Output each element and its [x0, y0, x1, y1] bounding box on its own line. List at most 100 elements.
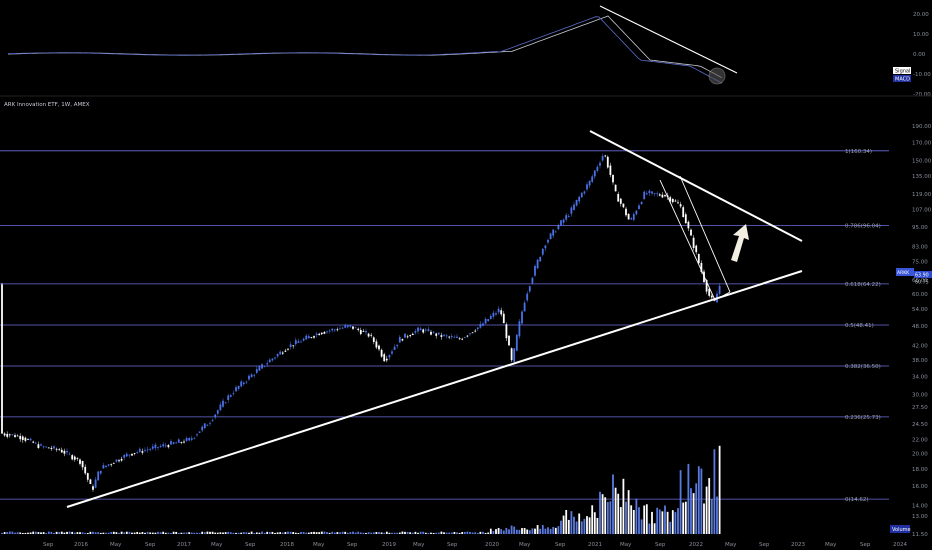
volume-bar — [138, 532, 141, 534]
volume-bar — [523, 527, 526, 534]
candle-body — [227, 395, 230, 400]
candle-body — [567, 216, 570, 217]
candle-body — [248, 375, 250, 380]
volume-bar — [497, 527, 500, 534]
volume-bar — [81, 532, 84, 534]
price-tick-label: 22.00 — [912, 438, 928, 444]
candle-body — [528, 286, 531, 292]
candle-body — [588, 180, 591, 186]
price-tick-label: 54.00 — [912, 307, 928, 313]
candle-body — [544, 245, 547, 249]
volume-bar — [315, 532, 318, 534]
price-tick-label: 119.00 — [912, 192, 932, 198]
candle-body — [599, 162, 601, 166]
volume-bar — [240, 532, 243, 534]
candle-body — [661, 194, 664, 198]
candle-body — [713, 300, 716, 301]
price-tick-label: 95.00 — [912, 225, 928, 231]
volume-bar — [391, 532, 393, 534]
candle-body — [430, 331, 432, 335]
candle-body — [287, 348, 289, 350]
volume-bar — [690, 488, 692, 534]
volume-bar — [445, 532, 448, 534]
candle-body — [86, 473, 89, 480]
volume-bar — [107, 532, 110, 534]
candle-body — [526, 293, 529, 301]
candle-body — [157, 447, 159, 449]
candle-body — [536, 259, 539, 269]
volume-bar — [435, 532, 438, 534]
volume-bar — [437, 532, 440, 534]
candle-body — [313, 336, 315, 338]
volume-bar — [305, 532, 308, 534]
time-tick-label: Sep — [245, 542, 256, 548]
volume-bar — [170, 532, 172, 534]
macd-legend-label: MACD — [895, 77, 910, 83]
candle-body — [300, 341, 302, 343]
fib-label: 0.5(48.41) — [845, 323, 874, 329]
volume-bar — [253, 532, 256, 534]
signal-legend-label: Signal — [895, 69, 910, 75]
candle-body — [396, 344, 399, 347]
volume-bar — [414, 531, 417, 534]
volume-bar — [638, 507, 640, 534]
volume-bar — [372, 532, 375, 534]
candle-body — [375, 341, 378, 348]
volume-bar — [619, 507, 622, 534]
candle-body — [349, 324, 352, 327]
volume-bar — [354, 532, 357, 534]
volume-bar — [508, 529, 510, 534]
candle-body — [141, 451, 144, 453]
candle-body — [601, 156, 604, 161]
volume-legend: Volume — [890, 525, 911, 533]
candle-body — [453, 336, 456, 338]
price-tick-label: 24.50 — [912, 422, 928, 428]
volume-legend-label: Volume — [892, 527, 911, 533]
candle-body — [492, 312, 495, 317]
time-tick-label: May — [313, 542, 325, 548]
volume-bar — [430, 532, 432, 534]
candle-body — [245, 381, 248, 383]
volume-bar — [289, 531, 292, 534]
candle-body — [115, 459, 118, 462]
volume-bar — [630, 505, 633, 534]
candle-body — [261, 364, 263, 369]
candle-body — [177, 439, 180, 443]
volume-bar — [396, 532, 399, 534]
candle-body — [562, 219, 565, 223]
candle-body — [274, 357, 276, 359]
candle-body — [635, 210, 638, 215]
volume-bar — [66, 531, 68, 534]
volume-bar — [404, 531, 406, 534]
ticker-label: ARKK — [897, 270, 910, 276]
ticker-badge — [896, 268, 914, 276]
volume-bar — [123, 532, 126, 534]
volume-bar — [718, 445, 721, 534]
prev-price: 60.75 — [915, 280, 929, 286]
candle-body — [534, 265, 536, 276]
time-tick-label: Sep — [43, 542, 54, 548]
candle-body — [385, 358, 388, 361]
time-tick-label: 2021 — [588, 542, 602, 548]
volume-bar — [307, 532, 310, 534]
volume-bar — [84, 532, 87, 534]
candle-body — [112, 462, 115, 464]
volume-bar — [211, 531, 214, 534]
candle-body — [310, 337, 313, 338]
candle-body — [578, 196, 581, 202]
up-arrow-icon — [731, 224, 749, 262]
wedge-upper — [659, 179, 716, 301]
macd-pane — [7, 5, 738, 85]
volume-bar — [313, 531, 315, 534]
volume-bar — [580, 521, 583, 534]
candle-body — [710, 295, 713, 298]
candle-body — [669, 197, 672, 202]
volume-bar — [112, 531, 115, 534]
volume-bar — [409, 532, 412, 534]
volume-bars — [1, 445, 721, 534]
price-tick-label: 30.00 — [912, 393, 928, 399]
time-tick-label: Sep — [145, 542, 156, 548]
volume-bar — [692, 493, 695, 534]
volume-bar — [237, 532, 240, 534]
